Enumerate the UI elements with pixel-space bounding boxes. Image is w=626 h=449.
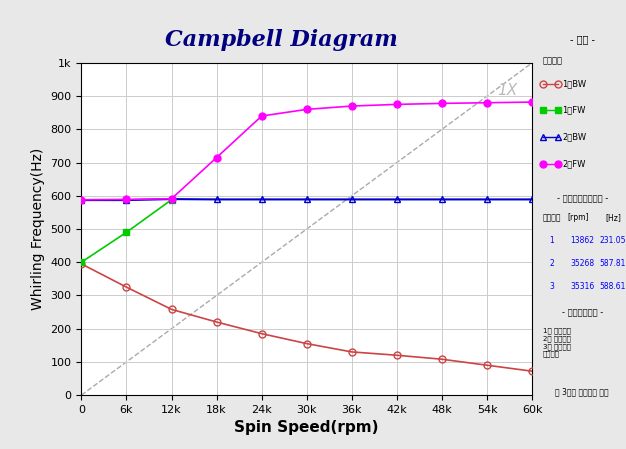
Text: 35268: 35268 [570,259,594,268]
Text: [Hz]: [Hz] [605,213,621,222]
Text: - 위험속도해석결과 -: - 위험속도해석결과 - [557,194,608,203]
Text: Campbell Diagram: Campbell Diagram [165,30,398,51]
Text: 1: 1 [549,236,554,245]
X-axis label: Spin Speed(rpm): Spin Speed(rpm) [235,420,379,436]
Text: 1차 위험속도
2차 위험속도
3차 위험속도
커서해제: 1차 위험속도 2차 위험속도 3차 위험속도 커서해제 [543,328,571,357]
Text: [rpm]: [rpm] [567,213,588,222]
Text: 1X: 1X [497,83,517,98]
Text: 2차BW: 2차BW [562,132,586,141]
Text: 2: 2 [549,259,554,268]
Text: 2차FW: 2차FW [562,159,585,168]
Text: 231.05: 231.05 [600,236,626,245]
Text: 35316: 35316 [570,282,594,291]
Y-axis label: Whirling Frequency(Hz): Whirling Frequency(Hz) [31,148,45,310]
Text: - 위험속도보기 -: - 위험속도보기 - [562,309,603,318]
Text: 3: 3 [549,282,554,291]
Text: 휠링모드: 휠링모드 [543,57,563,66]
Text: 총 3개의 위험속도 존재: 총 3개의 위험속도 존재 [555,387,609,396]
Text: 1차BW: 1차BW [562,79,586,88]
Text: 위험속도: 위험속도 [543,213,562,222]
Text: 587.81: 587.81 [600,259,626,268]
Text: - 범례 -: - 범례 - [570,34,595,44]
Text: 588.61: 588.61 [600,282,626,291]
Text: 1차FW: 1차FW [562,106,585,115]
Text: 13862: 13862 [570,236,594,245]
